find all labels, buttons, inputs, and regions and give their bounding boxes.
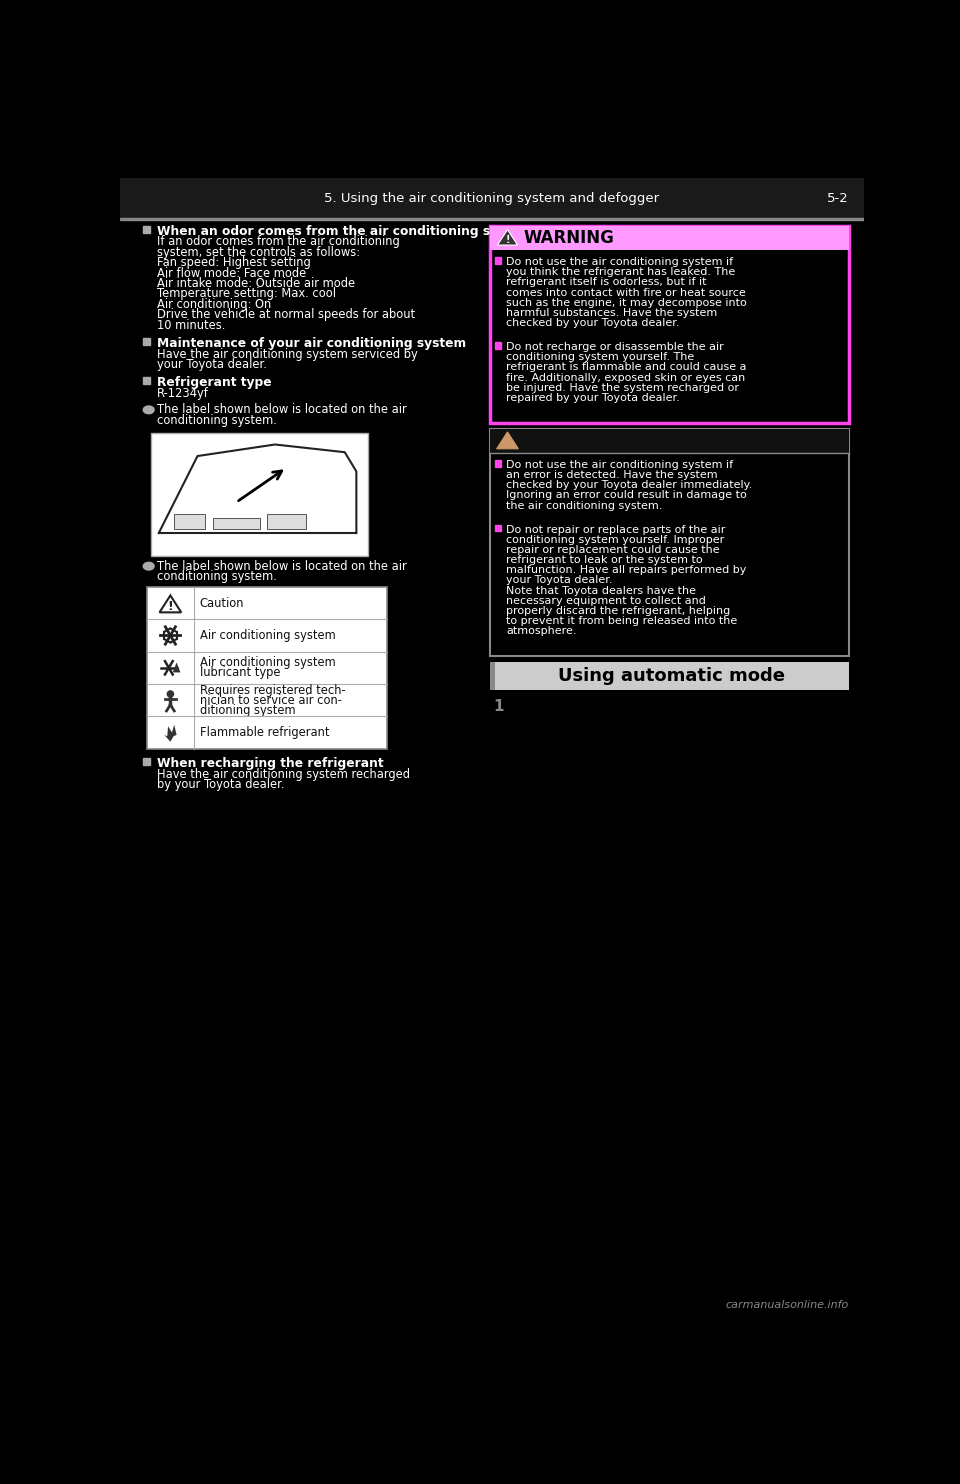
Text: conditioning system.: conditioning system. [157, 570, 277, 583]
Bar [491, 662, 495, 690]
Bar [491, 429, 849, 656]
Text: The label shown below is located on the air: The label shown below is located on the … [157, 559, 407, 573]
Text: Maintenance of your air conditioning system: Maintenance of your air conditioning sys… [157, 337, 467, 350]
Text: Do not use the air conditioning system if: Do not use the air conditioning system i… [506, 460, 733, 470]
Bar [213, 518, 259, 530]
Text: !: ! [505, 236, 510, 245]
Text: Caution: Caution [200, 597, 245, 610]
Text: Requires registered tech-: Requires registered tech- [200, 684, 346, 696]
Text: Flammable refrigerant: Flammable refrigerant [200, 726, 329, 739]
Text: Air conditioning: On: Air conditioning: On [157, 298, 272, 310]
Bar [495, 662, 849, 690]
Bar [143, 226, 150, 233]
Bar [491, 226, 849, 423]
Text: such as the engine, it may decompose into: such as the engine, it may decompose int… [506, 298, 747, 307]
Bar [491, 429, 849, 454]
Bar [495, 257, 501, 264]
Text: The label shown below is located on the air: The label shown below is located on the … [157, 404, 407, 417]
Text: Air conditioning system: Air conditioning system [200, 656, 336, 669]
Bar [143, 377, 150, 384]
Text: Air flow mode: Face mode: Air flow mode: Face mode [157, 267, 306, 279]
Polygon shape [164, 724, 177, 742]
Text: Have the air conditioning system recharged: Have the air conditioning system recharg… [157, 767, 410, 781]
Text: 1: 1 [493, 699, 504, 714]
Text: to prevent it from being released into the: to prevent it from being released into t… [506, 616, 737, 626]
Text: When recharging the refrigerant: When recharging the refrigerant [157, 757, 384, 770]
Text: Refrigerant type: Refrigerant type [157, 375, 272, 389]
Bar [151, 433, 368, 556]
Bar [495, 525, 501, 531]
Text: Air conditioning system: Air conditioning system [200, 629, 336, 643]
Text: by your Toyota dealer.: by your Toyota dealer. [157, 778, 285, 791]
Text: !: ! [505, 438, 510, 448]
Text: your Toyota dealer.: your Toyota dealer. [157, 358, 267, 371]
Text: repair or replacement could cause the: repair or replacement could cause the [506, 545, 720, 555]
Bar [120, 218, 864, 220]
Text: Ignoring an error could result in damage to: Ignoring an error could result in damage… [506, 491, 747, 500]
Ellipse shape [167, 692, 174, 697]
Text: lubricant type: lubricant type [200, 666, 280, 680]
Polygon shape [159, 595, 181, 613]
Polygon shape [173, 662, 180, 672]
Text: system, set the controls as follows:: system, set the controls as follows: [157, 246, 360, 258]
Text: properly discard the refrigerant, helping: properly discard the refrigerant, helpin… [506, 605, 731, 616]
Bar [175, 513, 205, 530]
Text: an error is detected. Have the system: an error is detected. Have the system [506, 470, 717, 481]
Text: conditioning system yourself. Improper: conditioning system yourself. Improper [506, 534, 724, 545]
Text: Using automatic mode: Using automatic mode [559, 668, 785, 686]
Text: carmanualsonline.info: carmanualsonline.info [725, 1300, 849, 1310]
Bar [267, 513, 306, 530]
Text: comes into contact with fire or heat source: comes into contact with fire or heat sou… [506, 288, 746, 297]
Bar [143, 758, 150, 764]
Text: Have the air conditioning system serviced by: Have the air conditioning system service… [157, 347, 418, 361]
Text: you think the refrigerant has leaked. The: you think the refrigerant has leaked. Th… [506, 267, 735, 278]
Text: atmosphere.: atmosphere. [506, 626, 576, 637]
Text: refrigerant itself is odorless, but if it: refrigerant itself is odorless, but if i… [506, 278, 707, 288]
Text: If an odor comes from the air conditioning: If an odor comes from the air conditioni… [157, 236, 400, 248]
Text: repaired by your Toyota dealer.: repaired by your Toyota dealer. [506, 393, 680, 402]
Text: Do not use the air conditioning system if: Do not use the air conditioning system i… [506, 257, 733, 267]
Bar [143, 338, 150, 344]
Text: Drive the vehicle at normal speeds for about: Drive the vehicle at normal speeds for a… [157, 309, 416, 321]
Text: malfunction. Have all repairs performed by: malfunction. Have all repairs performed … [506, 565, 746, 576]
Text: refrigerant to leak or the system to: refrigerant to leak or the system to [506, 555, 703, 565]
Bar [495, 343, 501, 349]
Bar [491, 226, 849, 251]
Text: WARNING: WARNING [523, 229, 613, 248]
Text: checked by your Toyota dealer immediately.: checked by your Toyota dealer immediatel… [506, 481, 753, 490]
Bar [147, 588, 388, 748]
Text: necessary equipment to collect and: necessary equipment to collect and [506, 595, 706, 605]
Bar [495, 460, 501, 466]
Text: Fan speed: Highest setting: Fan speed: Highest setting [157, 257, 311, 269]
Text: Do not recharge or disassemble the air: Do not recharge or disassemble the air [506, 341, 724, 352]
Text: refrigerant is flammable and could cause a: refrigerant is flammable and could cause… [506, 362, 747, 372]
Text: 10 minutes.: 10 minutes. [157, 319, 226, 331]
Text: harmful substances. Have the system: harmful substances. Have the system [506, 307, 717, 318]
Text: !: ! [167, 601, 173, 613]
Polygon shape [496, 432, 518, 448]
Ellipse shape [143, 407, 155, 414]
Text: 5-2: 5-2 [827, 191, 849, 205]
Text: Temperature setting: Max. cool: Temperature setting: Max. cool [157, 288, 336, 300]
Text: your Toyota dealer.: your Toyota dealer. [506, 576, 612, 586]
Text: conditioning system yourself. The: conditioning system yourself. The [506, 352, 694, 362]
Text: Note that Toyota dealers have the: Note that Toyota dealers have the [506, 586, 696, 595]
Polygon shape [497, 230, 517, 245]
Ellipse shape [143, 562, 155, 570]
Text: 5. Using the air conditioning system and defogger: 5. Using the air conditioning system and… [324, 191, 660, 205]
Text: ditioning system: ditioning system [200, 703, 296, 717]
Text: nician to service air con-: nician to service air con- [200, 693, 342, 706]
Text: conditioning system.: conditioning system. [157, 414, 277, 427]
Bar [120, 178, 864, 218]
Text: Do not repair or replace parts of the air: Do not repair or replace parts of the ai… [506, 525, 726, 534]
Text: When an odor comes from the air conditioning system: When an odor comes from the air conditio… [157, 224, 533, 237]
Text: fire. Additionally, exposed skin or eyes can: fire. Additionally, exposed skin or eyes… [506, 372, 745, 383]
Text: the air conditioning system.: the air conditioning system. [506, 500, 662, 510]
Text: be injured. Have the system recharged or: be injured. Have the system recharged or [506, 383, 739, 393]
Text: R-1234yf: R-1234yf [157, 387, 209, 399]
Text: checked by your Toyota dealer.: checked by your Toyota dealer. [506, 318, 680, 328]
Text: Air intake mode: Outside air mode: Air intake mode: Outside air mode [157, 278, 355, 289]
